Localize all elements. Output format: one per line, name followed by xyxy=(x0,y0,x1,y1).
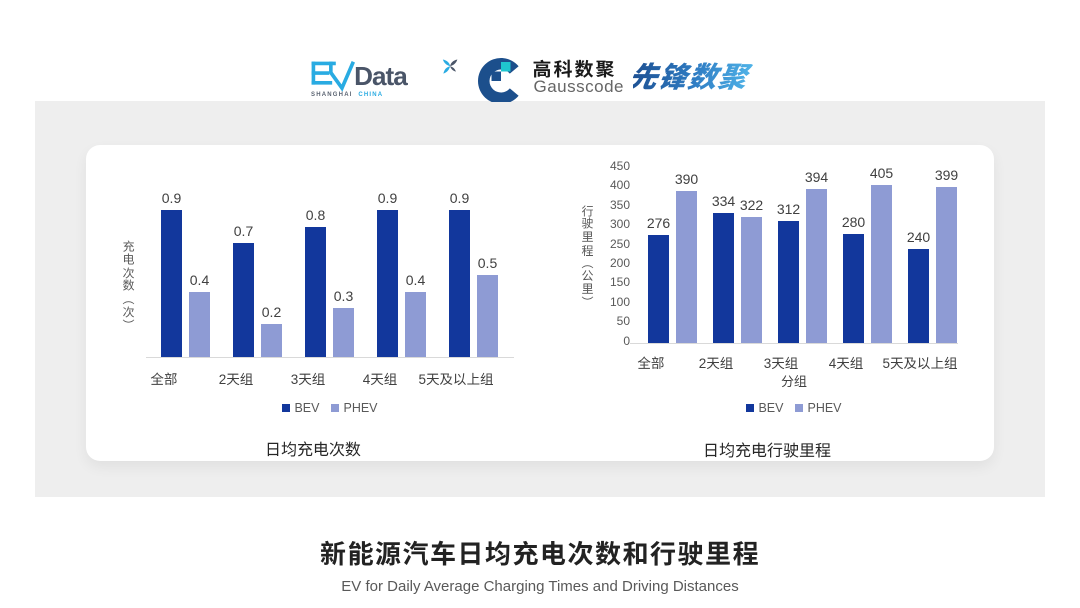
svg-text:高科数聚: 高科数聚 xyxy=(533,56,617,82)
svg-text:Data: Data xyxy=(354,61,408,91)
svg-text:先锋数聚: 先锋数聚 xyxy=(633,55,755,96)
